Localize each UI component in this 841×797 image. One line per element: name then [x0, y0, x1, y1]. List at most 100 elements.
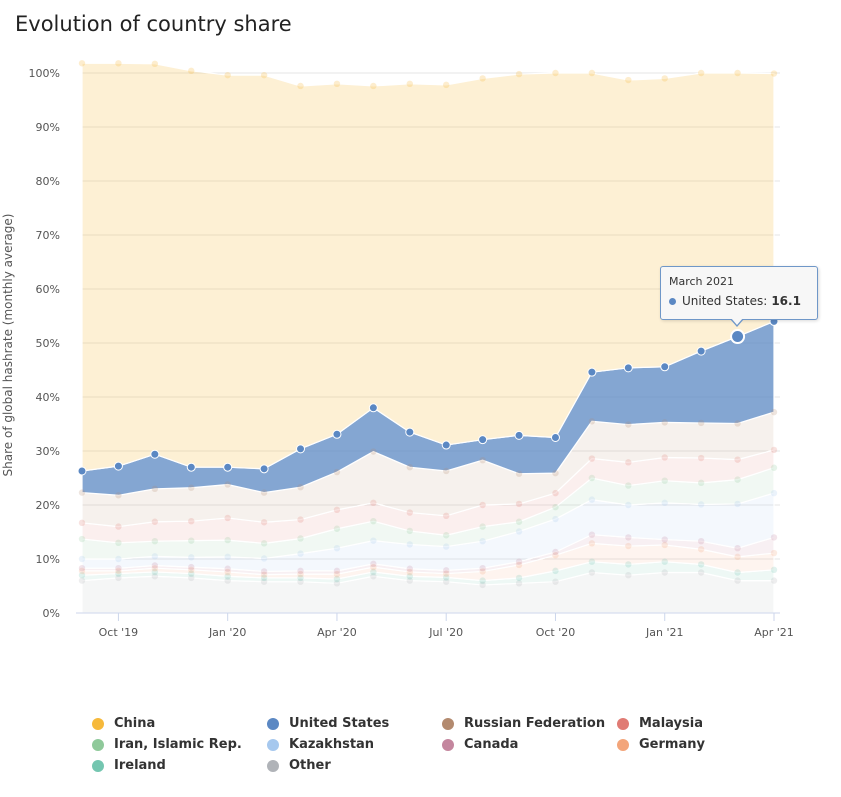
point-malaysia[interactable]: [697, 454, 705, 462]
point-germany[interactable]: [333, 570, 341, 578]
point-iran-islamic-rep-[interactable]: [297, 535, 304, 542]
point-iran-islamic-rep-[interactable]: [770, 464, 778, 471]
point-iran-islamic-rep-[interactable]: [697, 479, 705, 487]
point-germany[interactable]: [625, 542, 632, 550]
point-other[interactable]: [625, 572, 632, 579]
point-china[interactable]: [188, 67, 195, 75]
point-ireland[interactable]: [697, 561, 705, 568]
point-china[interactable]: [588, 69, 596, 77]
point-ireland[interactable]: [78, 572, 86, 579]
point-germany[interactable]: [697, 546, 705, 553]
point-ireland[interactable]: [151, 568, 159, 576]
point-united-states[interactable]: [730, 329, 746, 345]
point-germany[interactable]: [552, 552, 559, 559]
point-ireland[interactable]: [734, 569, 741, 576]
point-other[interactable]: [115, 574, 122, 582]
point-united-states[interactable]: [296, 444, 306, 454]
point-kazakhstan[interactable]: [625, 501, 632, 509]
point-iran-islamic-rep-[interactable]: [188, 537, 195, 544]
point-united-states[interactable]: [696, 346, 706, 356]
point-iran-islamic-rep-[interactable]: [224, 536, 231, 544]
point-germany[interactable]: [734, 553, 741, 561]
point-ireland[interactable]: [370, 568, 377, 576]
point-other[interactable]: [479, 581, 486, 589]
point-kazakhstan[interactable]: [188, 554, 195, 561]
point-kazakhstan[interactable]: [661, 499, 668, 507]
point-iran-islamic-rep-[interactable]: [588, 474, 596, 482]
point-united-states[interactable]: [368, 403, 378, 413]
point-russian-federation[interactable]: [260, 489, 268, 496]
point-other[interactable]: [188, 574, 195, 582]
point-kazakhstan[interactable]: [78, 555, 86, 563]
point-china[interactable]: [443, 81, 450, 89]
point-kazakhstan[interactable]: [770, 489, 778, 497]
legend-item-malaysia[interactable]: Malaysia: [617, 716, 703, 731]
point-russian-federation[interactable]: [297, 483, 304, 491]
point-china[interactable]: [78, 60, 86, 67]
point-malaysia[interactable]: [625, 459, 632, 466]
legend-item-iran-islamic-rep-[interactable]: Iran, Islamic Rep.: [92, 737, 242, 752]
point-iran-islamic-rep-[interactable]: [260, 540, 268, 547]
point-iran-islamic-rep-[interactable]: [151, 537, 159, 545]
point-china[interactable]: [625, 76, 632, 84]
point-ireland[interactable]: [297, 574, 304, 582]
point-united-states[interactable]: [186, 462, 196, 472]
point-ireland[interactable]: [188, 570, 195, 577]
point-ireland[interactable]: [224, 573, 231, 580]
point-china[interactable]: [333, 80, 341, 88]
point-other[interactable]: [770, 577, 778, 584]
point-canada[interactable]: [260, 568, 268, 575]
point-ireland[interactable]: [479, 577, 486, 584]
point-united-states[interactable]: [405, 427, 415, 437]
point-malaysia[interactable]: [406, 509, 413, 516]
point-germany[interactable]: [188, 566, 195, 573]
point-canada[interactable]: [151, 562, 159, 569]
point-kazakhstan[interactable]: [443, 543, 450, 550]
point-canada[interactable]: [224, 565, 231, 572]
point-china[interactable]: [697, 69, 705, 77]
point-iran-islamic-rep-[interactable]: [552, 503, 559, 511]
point-germany[interactable]: [515, 561, 523, 569]
point-malaysia[interactable]: [188, 518, 195, 525]
point-malaysia[interactable]: [224, 514, 231, 522]
point-iran-islamic-rep-[interactable]: [479, 523, 486, 530]
point-ireland[interactable]: [443, 574, 450, 581]
point-united-states[interactable]: [150, 449, 160, 459]
point-china[interactable]: [406, 80, 413, 88]
point-russian-federation[interactable]: [770, 408, 778, 416]
point-canada[interactable]: [370, 560, 377, 568]
point-canada[interactable]: [697, 537, 705, 545]
legend-item-kazakhstan[interactable]: Kazakhstan: [267, 737, 374, 752]
point-russian-federation[interactable]: [552, 469, 559, 477]
point-germany[interactable]: [443, 570, 450, 577]
point-iran-islamic-rep-[interactable]: [115, 539, 122, 546]
point-china[interactable]: [552, 69, 559, 77]
point-china[interactable]: [770, 70, 778, 77]
point-united-states[interactable]: [514, 430, 524, 440]
point-iran-islamic-rep-[interactable]: [734, 476, 741, 483]
point-other[interactable]: [552, 578, 559, 585]
legend-item-ireland[interactable]: Ireland: [92, 758, 166, 773]
point-ireland[interactable]: [661, 558, 668, 565]
point-malaysia[interactable]: [770, 446, 778, 454]
point-kazakhstan[interactable]: [697, 501, 705, 508]
point-united-states[interactable]: [441, 440, 451, 450]
legend-item-canada[interactable]: Canada: [442, 737, 518, 752]
point-canada[interactable]: [443, 567, 450, 574]
point-other[interactable]: [697, 569, 705, 576]
point-united-states[interactable]: [550, 433, 560, 442]
point-other[interactable]: [406, 577, 413, 584]
point-ireland[interactable]: [406, 573, 413, 580]
point-malaysia[interactable]: [115, 523, 122, 530]
point-canada[interactable]: [297, 567, 304, 575]
legend-item-other[interactable]: Other: [267, 758, 331, 773]
point-iran-islamic-rep-[interactable]: [515, 518, 523, 525]
point-china[interactable]: [151, 60, 159, 68]
point-kazakhstan[interactable]: [297, 550, 304, 557]
point-malaysia[interactable]: [78, 519, 86, 527]
legend-item-united-states[interactable]: United States: [267, 716, 389, 731]
point-kazakhstan[interactable]: [260, 555, 268, 562]
point-iran-islamic-rep-[interactable]: [406, 527, 413, 535]
point-canada[interactable]: [479, 564, 486, 572]
point-canada[interactable]: [661, 536, 668, 543]
